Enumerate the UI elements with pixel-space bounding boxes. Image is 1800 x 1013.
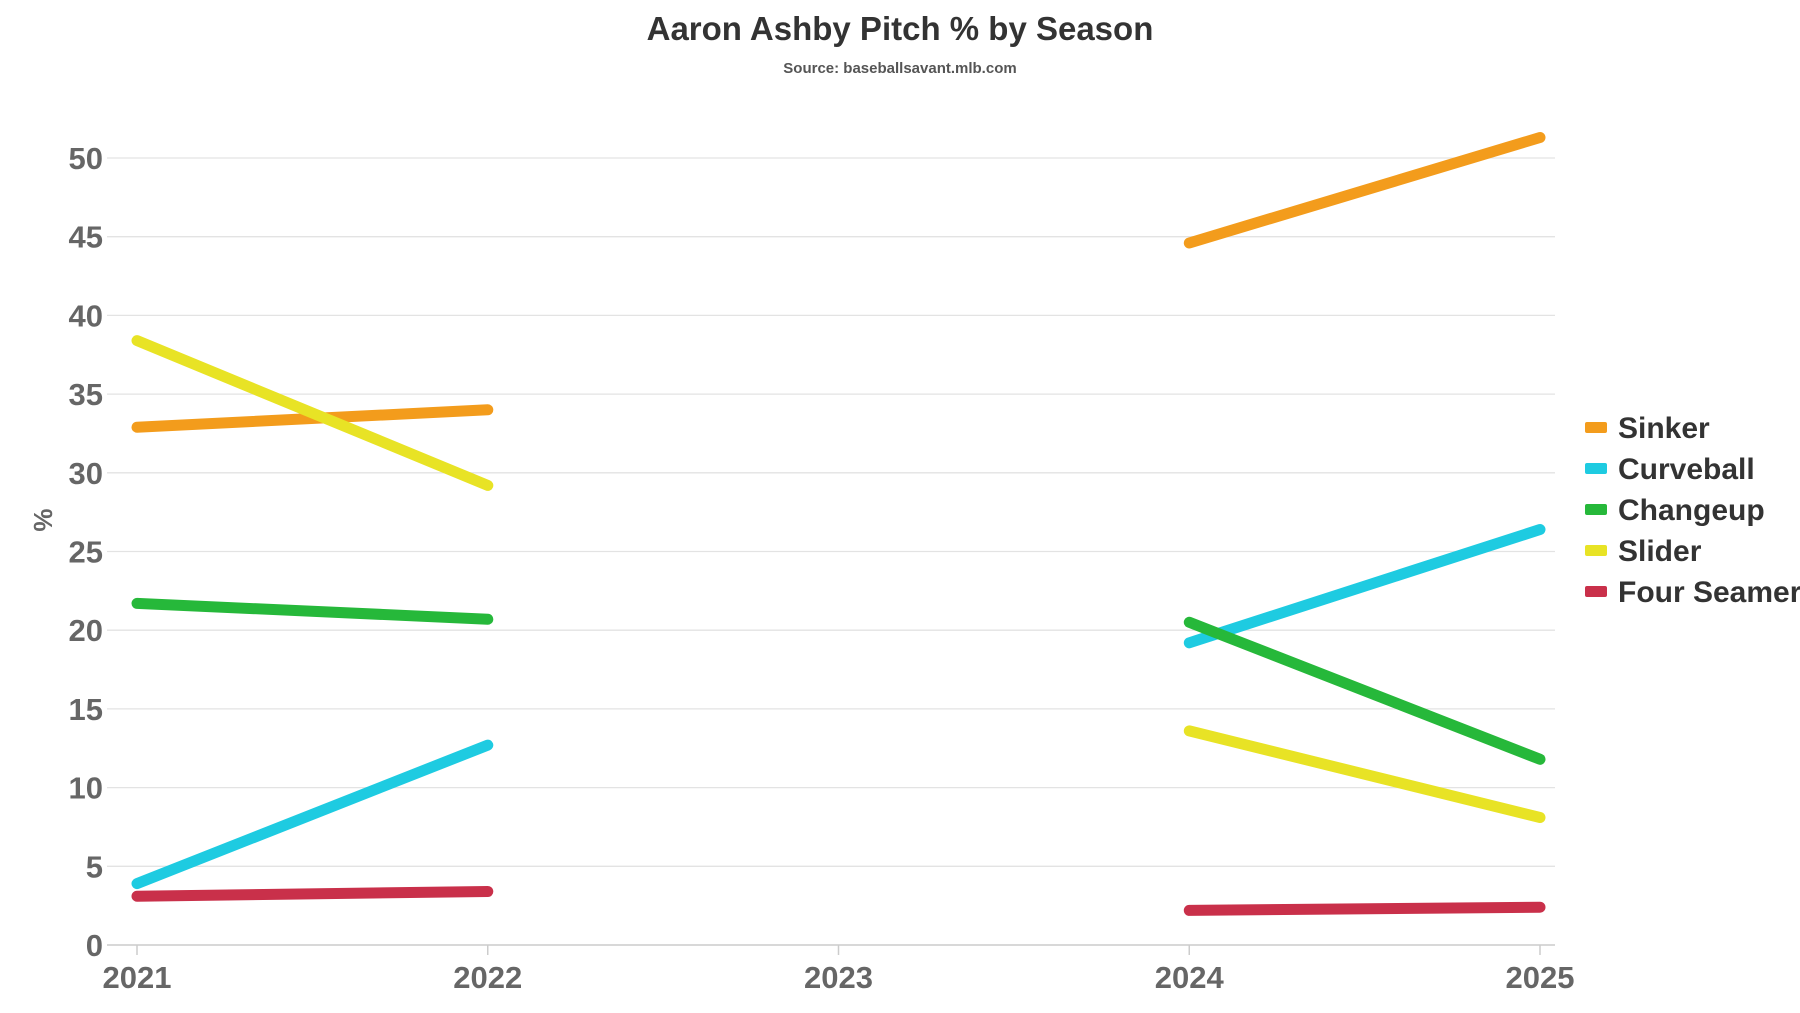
legend-swatch xyxy=(1585,586,1607,597)
series-line-four-seamer xyxy=(1183,901,1546,916)
legend-swatch xyxy=(1585,463,1607,474)
grid-lines xyxy=(107,157,1555,867)
legend-swatch xyxy=(1585,545,1607,556)
series-line-curveball xyxy=(131,739,494,890)
y-tick-label: 15 xyxy=(69,692,103,727)
x-tick-label: 2023 xyxy=(804,960,873,995)
chart-title: Aaron Ashby Pitch % by Season xyxy=(646,10,1154,47)
x-tick-label: 2025 xyxy=(1506,960,1575,995)
x-tick-label: 2024 xyxy=(1155,960,1225,995)
series-line-four-seamer xyxy=(131,886,494,902)
y-axis-label: % xyxy=(28,508,58,531)
y-tick-label: 40 xyxy=(69,298,103,333)
x-tick-label: 2022 xyxy=(453,960,522,995)
y-tick-label: 30 xyxy=(69,456,103,491)
y-tick-label: 10 xyxy=(69,771,103,806)
chart-subtitle: Source: baseballsavant.mlb.com xyxy=(783,60,1017,77)
series-line-slider xyxy=(1183,725,1546,823)
legend-label: Four Seamer xyxy=(1618,576,1800,609)
y-tick-label: 20 xyxy=(69,613,103,648)
series-line-slider xyxy=(131,335,494,491)
x-axis: 2021 2022 2023 2024 2025 xyxy=(103,944,1575,995)
y-tick-label: 35 xyxy=(69,377,103,412)
y-tick-label: 45 xyxy=(69,220,103,255)
series-line-curveball xyxy=(1183,524,1546,649)
legend-swatch xyxy=(1585,504,1607,515)
legend-label: Curveball xyxy=(1618,453,1755,486)
series-lines xyxy=(131,132,1546,916)
legend-label: Sinker xyxy=(1618,412,1710,445)
y-axis-ticks: 0 5 10 15 20 25 30 35 40 45 50 xyxy=(69,141,103,963)
legend-label: Slider xyxy=(1618,535,1702,568)
y-tick-label: 50 xyxy=(69,141,103,176)
legend-swatch xyxy=(1585,422,1607,433)
y-tick-label: 0 xyxy=(86,928,103,963)
x-tick-label: 2021 xyxy=(103,960,172,995)
y-tick-label: 5 xyxy=(86,849,103,884)
series-line-sinker xyxy=(1183,132,1546,249)
series-line-changeup xyxy=(1183,616,1546,765)
y-tick-label: 25 xyxy=(69,535,103,570)
legend-label: Changeup xyxy=(1618,494,1765,527)
legend: Sinker Curveball Changeup Slider Four Seamer xyxy=(1585,412,1800,609)
series-line-changeup xyxy=(131,597,494,625)
